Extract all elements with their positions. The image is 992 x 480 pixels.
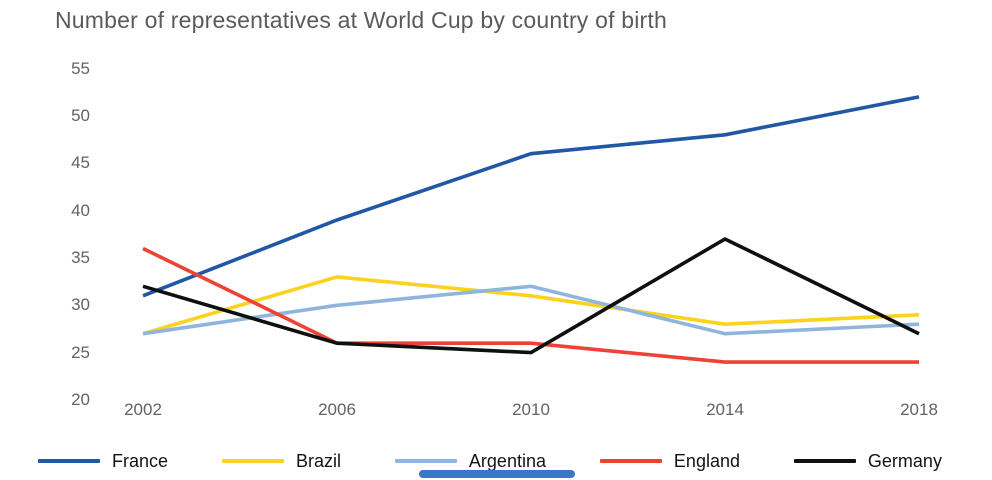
legend-swatch-argentina xyxy=(394,459,457,463)
series-line-brazil xyxy=(142,275,920,336)
legend-swatch-france xyxy=(38,459,100,463)
legend-swatch-england xyxy=(599,459,662,463)
y-axis-tick-label: 45 xyxy=(71,153,90,173)
series-line-england xyxy=(142,246,919,364)
legend: France Brazil Argentina England Germany xyxy=(0,446,992,476)
x-axis-tick-label: 2002 xyxy=(124,400,162,419)
legend-label: France xyxy=(112,450,169,471)
chart-title: Number of representatives at World Cup b… xyxy=(55,7,668,33)
legend-swatch-brazil xyxy=(221,459,284,463)
y-axis-tick-label: 55 xyxy=(71,58,90,78)
legend-item-england[interactable]: England xyxy=(599,450,740,472)
y-axis-tick-label: 50 xyxy=(71,105,90,125)
legend-label: Argentina xyxy=(468,450,546,471)
y-axis-tick-label: 40 xyxy=(71,200,90,220)
legend-label: England xyxy=(673,450,740,471)
horizontal-scrollbar-thumb[interactable] xyxy=(419,470,575,478)
legend-label: Germany xyxy=(867,450,942,471)
legend-item-germany[interactable]: Germany xyxy=(793,450,942,472)
x-axis-tick-label: 2018 xyxy=(900,400,938,419)
x-axis-tick-label: 2010 xyxy=(512,400,550,419)
legend-item-argentina[interactable]: Argentina xyxy=(394,450,546,472)
x-axis-tick-label: 2006 xyxy=(318,400,356,419)
legend-swatch-germany xyxy=(793,459,856,463)
y-axis-tick-label: 35 xyxy=(71,247,90,267)
series-line-germany xyxy=(142,236,920,355)
series-line-france xyxy=(142,95,920,298)
x-axis-tick-label: 2014 xyxy=(706,400,744,419)
series-line-argentina xyxy=(142,284,920,336)
y-axis-tick-label: 25 xyxy=(71,342,90,362)
legend-label: Brazil xyxy=(295,450,341,471)
y-axis-tick-label: 30 xyxy=(71,295,90,315)
legend-item-brazil[interactable]: Brazil xyxy=(221,450,341,472)
y-axis-tick-label: 20 xyxy=(71,390,90,409)
line-plot xyxy=(142,95,920,364)
legend-item-france[interactable]: France xyxy=(38,451,168,472)
